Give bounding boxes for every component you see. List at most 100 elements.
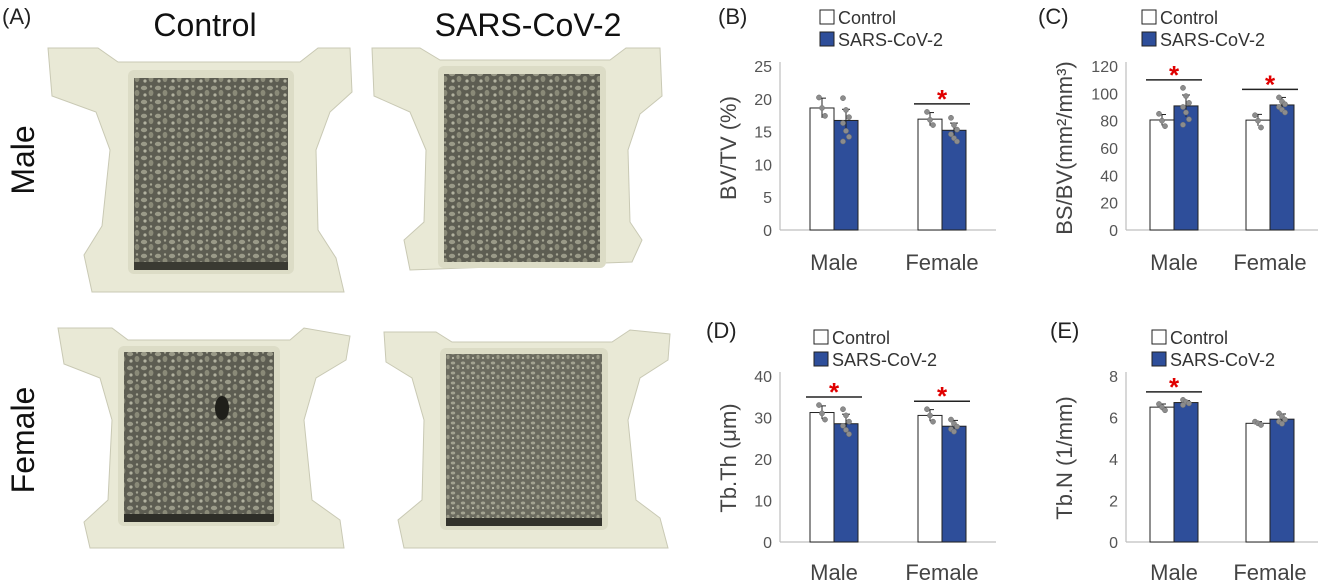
category-label: Female <box>1233 250 1306 275</box>
bar <box>917 414 943 543</box>
bar <box>1245 422 1271 543</box>
y-tick-label: 8 <box>1109 369 1118 386</box>
panel-letter: (D) <box>706 318 737 343</box>
significance-star: * <box>1169 60 1180 90</box>
data-point <box>846 114 852 121</box>
panel-letter: (C) <box>1038 4 1069 29</box>
data-point <box>951 122 957 128</box>
bar <box>1269 418 1295 543</box>
column-header-sars: SARS-CoV-2 <box>435 7 622 43</box>
data-point <box>924 406 930 413</box>
data-point <box>846 418 852 425</box>
y-tick-label: 0 <box>1109 535 1118 552</box>
legend-swatch <box>813 329 829 345</box>
data-point <box>846 431 852 437</box>
y-tick-label: 10 <box>754 494 772 511</box>
microct-female-sars <box>383 329 671 549</box>
significance-star: * <box>829 377 840 407</box>
bar <box>809 107 835 231</box>
legend-label: SARS-CoV-2 <box>1160 30 1265 50</box>
data-point <box>1162 407 1168 414</box>
data-point <box>840 138 846 145</box>
y-tick-label: 30 <box>754 411 772 428</box>
data-point <box>1255 117 1261 124</box>
y-tick-label: 40 <box>1100 168 1118 185</box>
bar <box>1173 402 1199 543</box>
y-tick-label: 20 <box>754 92 772 109</box>
bar <box>941 425 967 543</box>
data-point <box>1159 117 1165 124</box>
panel-a-letter: (A) <box>2 4 31 29</box>
microct-male-control <box>47 47 353 293</box>
significance-star: * <box>1265 69 1276 99</box>
bar <box>833 119 859 231</box>
data-point <box>1180 121 1186 128</box>
data-point <box>840 120 846 126</box>
data-point <box>1186 116 1192 123</box>
data-point <box>954 138 960 145</box>
row-header-male: Male <box>5 125 41 194</box>
y-tick-label: 2 <box>1109 494 1118 511</box>
y-tick-label: 6 <box>1109 411 1118 428</box>
y-axis-label: BS/BV(mm²/mm³) <box>1052 61 1077 235</box>
data-point <box>927 412 933 419</box>
bar <box>1269 104 1295 231</box>
data-point <box>1258 422 1264 428</box>
data-point <box>1282 101 1288 108</box>
significance-star: * <box>937 381 948 411</box>
y-tick-label: 80 <box>1100 114 1118 131</box>
data-point <box>819 410 825 417</box>
data-point <box>930 418 936 425</box>
data-point <box>930 122 936 128</box>
data-point <box>1180 85 1186 91</box>
data-point <box>816 94 822 101</box>
data-point <box>1183 93 1189 99</box>
data-point <box>1162 123 1168 129</box>
data-point <box>822 416 828 423</box>
data-point <box>1282 416 1288 423</box>
data-point <box>1186 100 1192 106</box>
bar <box>1149 119 1175 231</box>
category-label: Female <box>905 560 978 585</box>
microct-male-sars <box>371 47 663 271</box>
data-point <box>1258 124 1264 131</box>
y-tick-label: 25 <box>754 59 772 76</box>
y-tick-label: 0 <box>763 535 772 552</box>
data-point <box>1252 112 1258 119</box>
data-point <box>927 116 933 123</box>
data-point <box>924 109 930 115</box>
data-point <box>1180 104 1186 110</box>
category-label: Male <box>810 250 858 275</box>
legend-label: SARS-CoV-2 <box>838 30 943 50</box>
legend-swatch <box>813 351 829 367</box>
y-tick-label: 100 <box>1091 86 1118 103</box>
category-label: Male <box>1150 250 1198 275</box>
bar <box>917 118 943 231</box>
bar <box>833 423 859 543</box>
y-tick-label: 20 <box>1100 196 1118 213</box>
data-point <box>822 113 828 119</box>
legend-swatch <box>1141 9 1157 25</box>
legend-swatch <box>1141 31 1157 47</box>
y-tick-label: 60 <box>1100 141 1118 158</box>
category-label: Male <box>810 560 858 585</box>
data-point <box>1156 110 1162 117</box>
y-tick-label: 5 <box>763 190 772 207</box>
data-point <box>1183 109 1189 116</box>
data-point <box>951 428 957 435</box>
data-point <box>954 126 960 133</box>
data-point <box>843 412 849 419</box>
data-point <box>819 105 825 111</box>
legend-swatch <box>819 31 835 47</box>
category-label: Female <box>1233 560 1306 585</box>
legend-swatch <box>1151 351 1167 367</box>
data-point <box>1276 94 1282 101</box>
legend-label: Control <box>838 8 896 28</box>
legend-swatch <box>1151 329 1167 345</box>
data-point <box>840 406 846 413</box>
data-point <box>1279 420 1285 427</box>
bar <box>1173 105 1199 231</box>
y-tick-label: 10 <box>754 157 772 174</box>
panel-letter: (E) <box>1050 318 1079 343</box>
